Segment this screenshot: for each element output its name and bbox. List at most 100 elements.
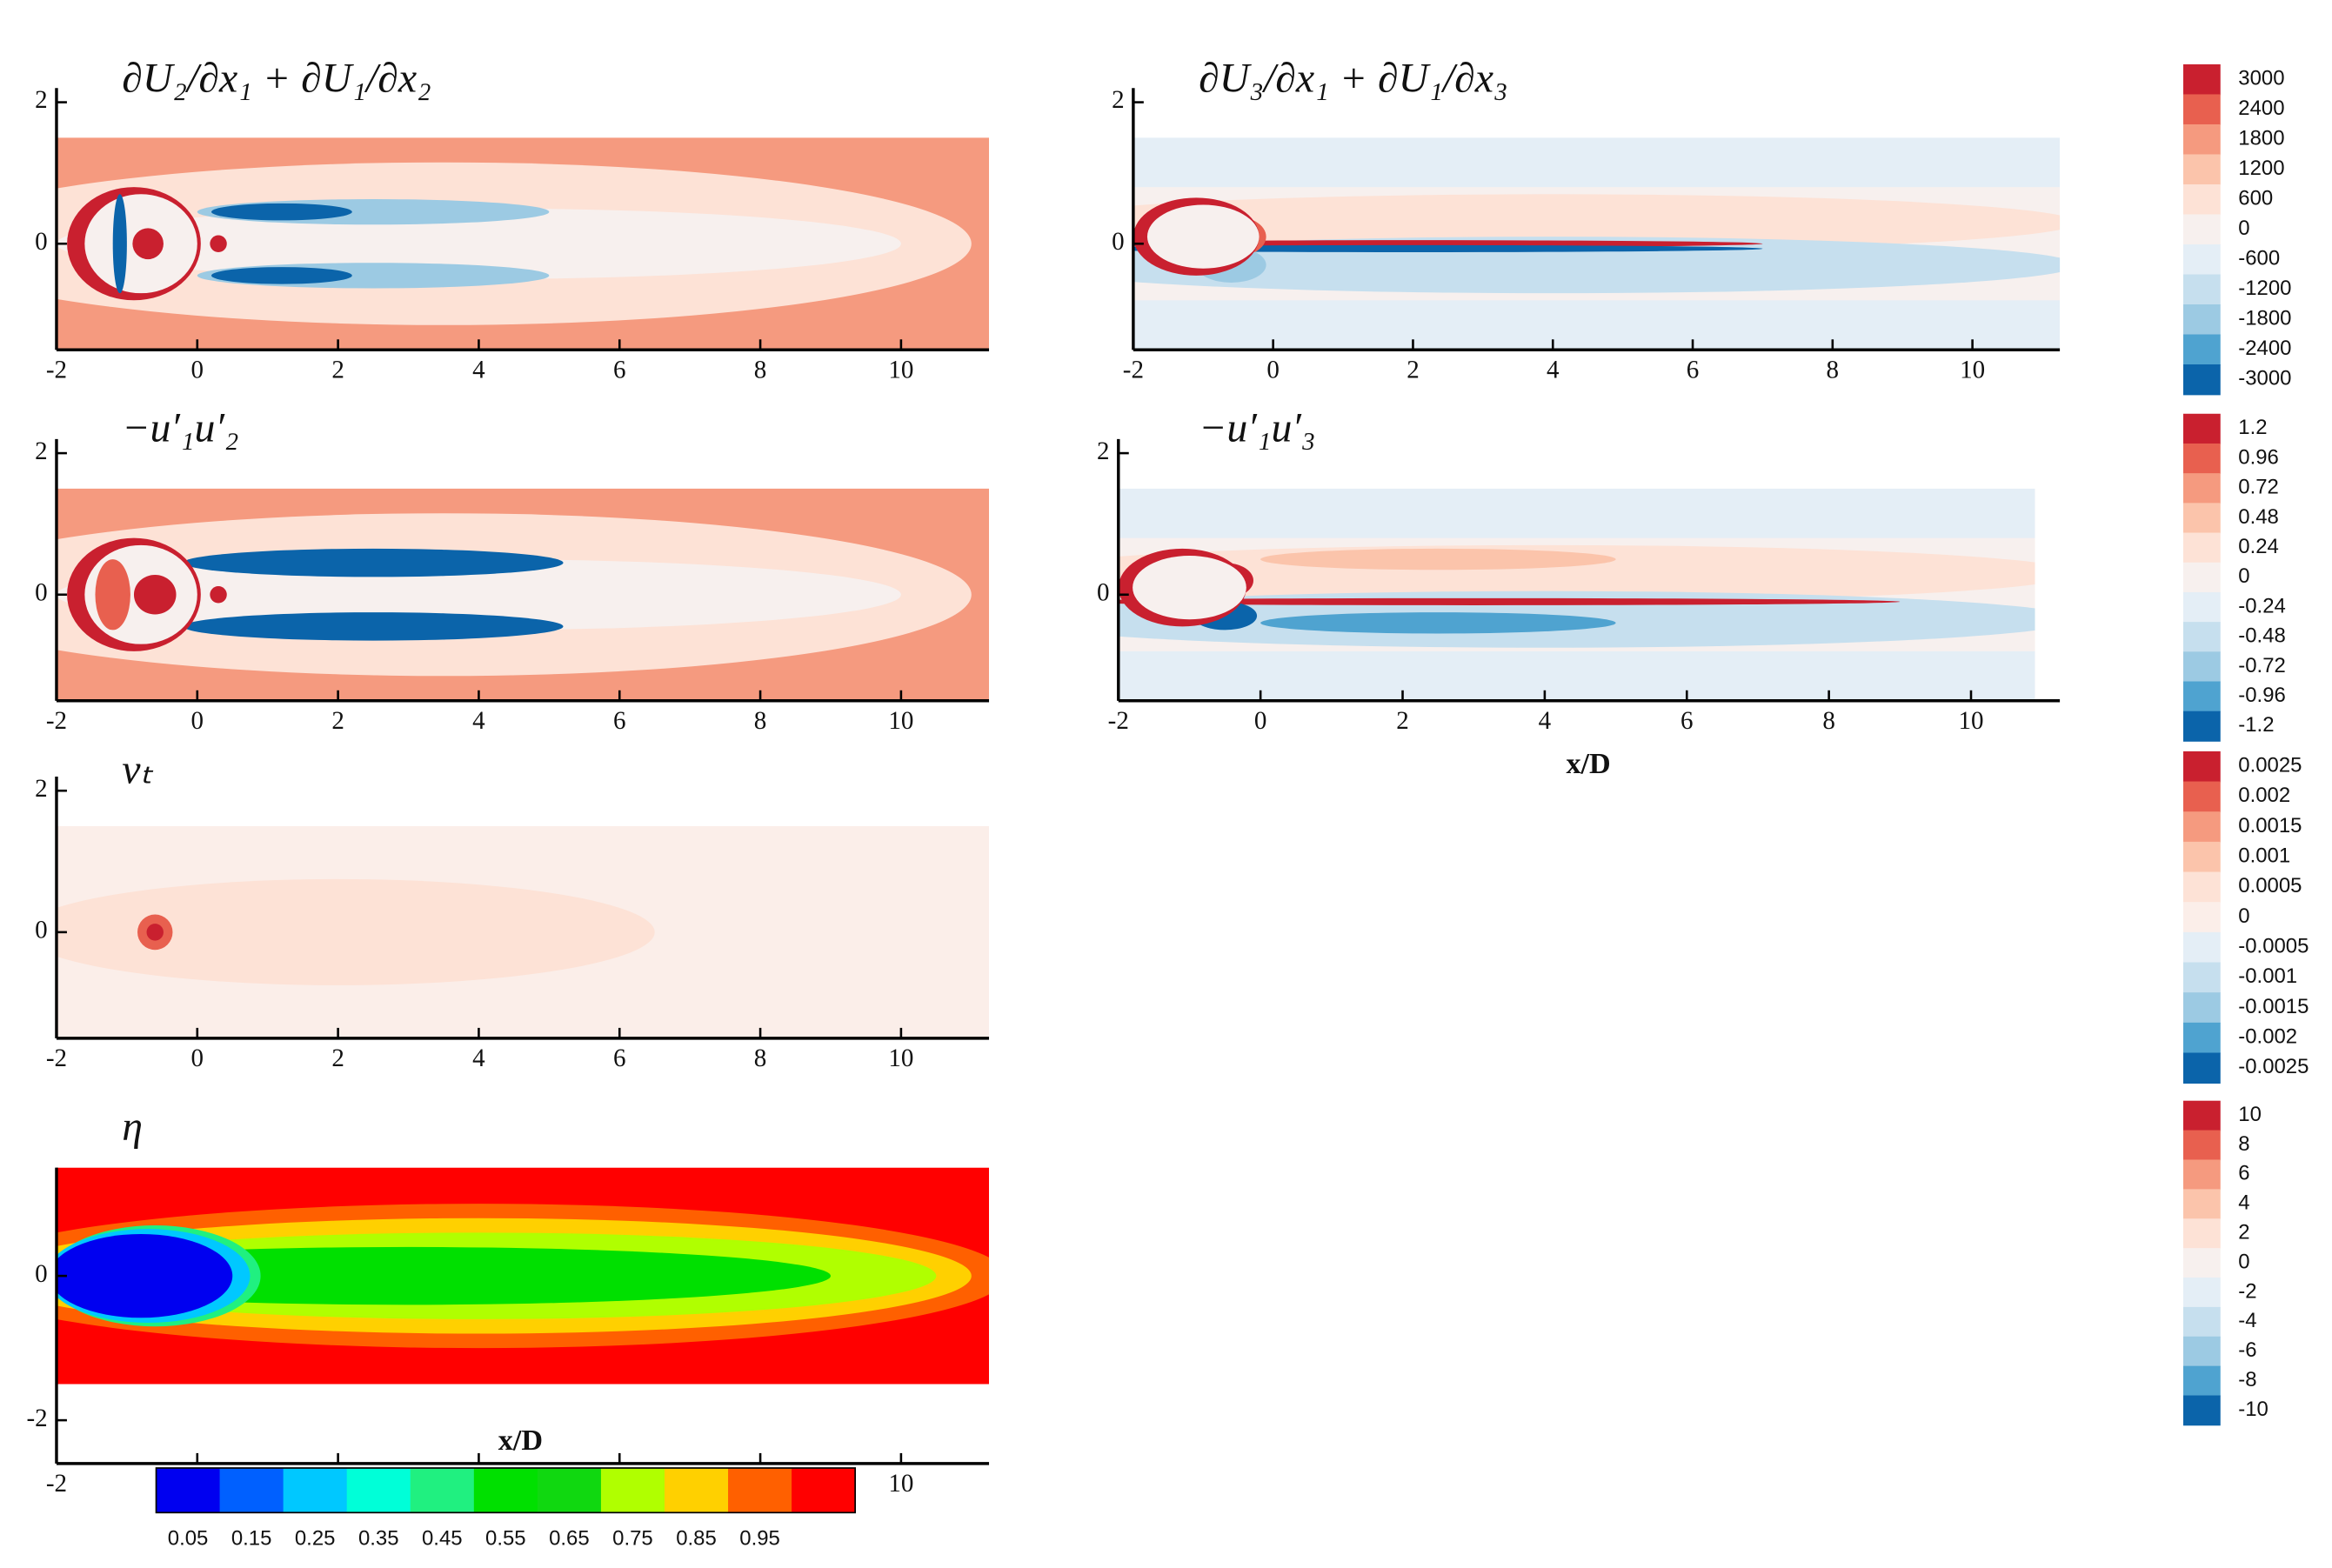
y-tick-label: 0 [1112, 228, 1125, 256]
colorbar-label: -0.96 [2238, 684, 2286, 707]
colorbar-label: 4 [2238, 1191, 2249, 1215]
contour-region [57, 559, 901, 631]
colorbar-label: 0.0005 [2238, 874, 2302, 897]
colorbar-swatch [2183, 1395, 2221, 1426]
contour-region [1133, 194, 2061, 251]
colorbar-swatch [2183, 304, 2221, 336]
contour-region [210, 203, 352, 221]
colorbar-swatch [2183, 751, 2221, 783]
contour-region [56, 1233, 233, 1318]
colorbar-label: 6 [2238, 1162, 2249, 1185]
colorbar-label: -0.001 [2238, 964, 2297, 988]
y-tick-label: 0 [35, 578, 48, 606]
colorbar-swatch [2183, 992, 2221, 1024]
panel-title: νₜ [122, 747, 153, 793]
colorbar-swatch [2183, 413, 2221, 444]
colorbar-label: -6 [2238, 1338, 2256, 1362]
y-tick-label: 0 [1097, 578, 1110, 606]
y-tick-label: 0 [35, 1260, 48, 1288]
colorbar-label: 1.2 [2238, 416, 2267, 439]
x-tick-label: 10 [1958, 707, 1983, 735]
panel-title: −u′₁u′₂ [122, 404, 238, 450]
colorbar-label: -1200 [2238, 277, 2291, 300]
x-tick-label: -2 [1123, 357, 1144, 384]
colorbar-swatch [2183, 781, 2221, 813]
colorbar-swatch [2183, 1130, 2221, 1161]
colorbar-swatch [2183, 1306, 2221, 1338]
x-tick-label: 6 [1687, 357, 1700, 384]
colorbar-swatch [2183, 503, 2221, 534]
colorbar-swatch [2183, 841, 2221, 873]
colorbar-label: 8 [2238, 1132, 2249, 1156]
contour-region [56, 878, 655, 985]
x-tick-label: 8 [754, 707, 767, 735]
y-tick-label: 2 [35, 86, 48, 114]
colorbar-swatch [2183, 811, 2221, 843]
colorbar-swatch [2183, 591, 2221, 623]
colorbar-swatch [2183, 1189, 2221, 1220]
contour-field [56, 1167, 990, 1385]
contour-region [133, 574, 177, 615]
x-tick-label: 2 [1407, 357, 1420, 384]
colorbar-swatch [2183, 681, 2221, 712]
colorbar-label: -0.0015 [2238, 995, 2309, 1018]
colorbar-label: -0.24 [2238, 594, 2286, 617]
y-tick-label: 2 [1112, 86, 1125, 114]
x-tick-label: 0 [191, 707, 204, 735]
contour-region [183, 548, 564, 577]
contour-field [56, 137, 990, 350]
x-tick-label: 2 [1396, 707, 1409, 735]
colorbar-label: 0 [2238, 217, 2249, 240]
contour-region [1260, 548, 1616, 570]
colorbar-label: 0.001 [2238, 844, 2290, 868]
colorbar-swatch [2183, 1159, 2221, 1191]
contour-region [95, 559, 130, 631]
x-tick-label: 6 [613, 1044, 626, 1072]
contour-region [1146, 204, 1260, 269]
x-tick-label: 8 [754, 1044, 767, 1072]
y-tick-label: 2 [35, 775, 48, 803]
colorbar-label: 0 [2238, 564, 2249, 588]
y-tick-label: 0 [35, 917, 48, 944]
x-tick-label: 4 [472, 357, 485, 384]
y-tick-label: 2 [35, 437, 48, 465]
colorbar-label: -0.0025 [2238, 1055, 2309, 1078]
colorbar-label: 2400 [2238, 97, 2284, 120]
panel-title: ∂U₂/∂x₁ + ∂U₁/∂x₂ [122, 55, 431, 101]
colorbar-label: 0.85 [676, 1526, 717, 1550]
colorbar-swatch [792, 1468, 857, 1513]
colorbar-swatch [2183, 473, 2221, 504]
colorbar-label: -8 [2238, 1368, 2256, 1391]
colorbar-swatch [219, 1468, 284, 1513]
colorbar-swatch [2183, 214, 2221, 245]
contour-region [132, 228, 164, 260]
y-tick-label: 2 [1097, 437, 1110, 465]
colorbar-swatch [2183, 562, 2221, 593]
colorbar-label: 0.72 [2238, 476, 2279, 499]
colorbar-swatch [2183, 1100, 2221, 1131]
colorbar-swatch [2183, 443, 2221, 475]
colorbar-swatch [2183, 94, 2221, 125]
x-axis-label: x/D [1566, 748, 1610, 780]
colorbar-swatch [2183, 962, 2221, 994]
contour-region [210, 235, 227, 252]
colorbar-label: 0.15 [231, 1526, 272, 1550]
colorbar-swatch [2183, 1278, 2221, 1308]
x-tick-label: 4 [472, 1044, 485, 1072]
colorbar-label: 0.05 [168, 1526, 209, 1550]
colorbar-label: 2 [2238, 1221, 2249, 1244]
colorbar-label: -2400 [2238, 337, 2291, 360]
contour-field [1133, 137, 2061, 350]
colorbar-swatch [2183, 871, 2221, 904]
x-tick-label: 8 [754, 357, 767, 384]
colorbar-label: -0.002 [2238, 1025, 2297, 1049]
colorbar-swatch [2183, 364, 2221, 396]
colorbar-label: -4 [2238, 1309, 2256, 1332]
colorbar-swatch [2183, 1022, 2221, 1054]
colorbar-label: -0.0005 [2238, 935, 2309, 958]
colorbar-swatch [283, 1468, 348, 1513]
colorbar-label: 0 [2238, 1250, 2249, 1273]
colorbar-label: 0.0025 [2238, 754, 2302, 777]
colorbar-swatch [2183, 63, 2221, 96]
colorbar-label: 1800 [2238, 127, 2284, 150]
